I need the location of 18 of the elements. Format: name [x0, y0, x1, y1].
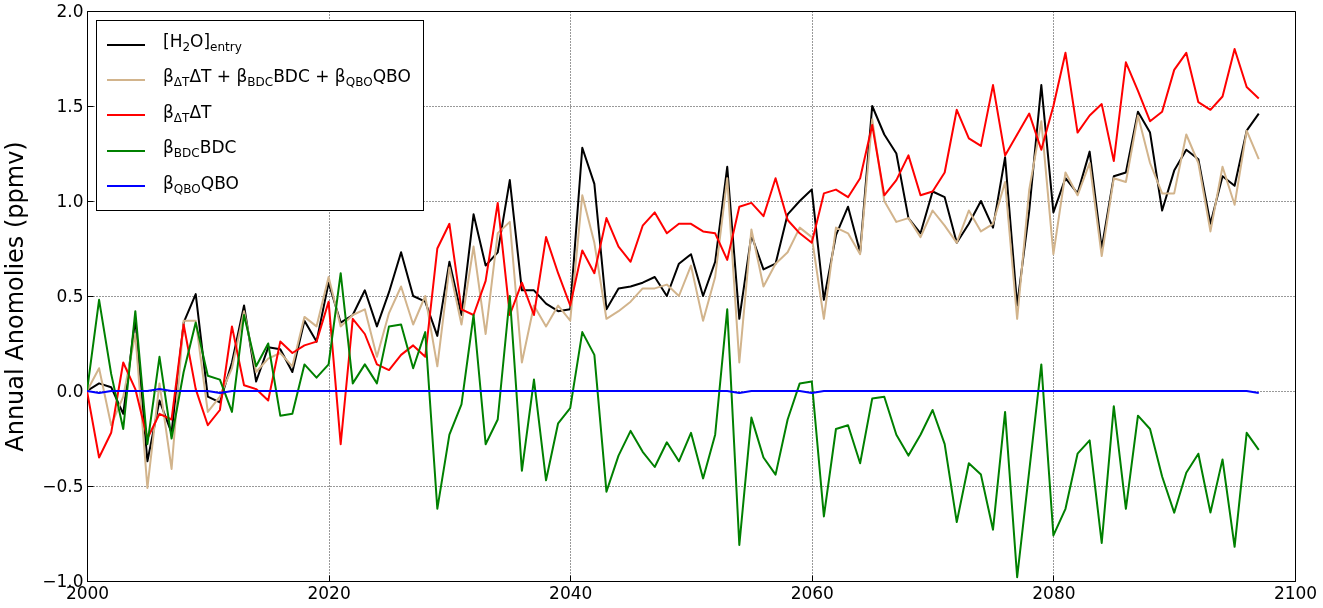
y-tick-label: 1.0: [56, 190, 84, 211]
y-tick-label: −0.5: [42, 475, 84, 496]
legend-label: β$_{ΔT}$ΔT + β$_{BDC}$BDC + β$_{QBO}$QBO: [163, 65, 411, 92]
y-tick-label: 0.5: [56, 285, 84, 306]
x-tick-label: 2100: [1273, 582, 1318, 603]
y-tick-label: 1.5: [56, 95, 84, 116]
x-tick-label: 2020: [307, 582, 351, 603]
x-tick-label: 2060: [790, 582, 834, 603]
x-tick-label: 2080: [1032, 582, 1076, 603]
legend-label: β$_{BDC}$BDC: [163, 136, 237, 163]
x-tick-label: 2040: [549, 582, 593, 603]
legend-label: β$_{QBO}$QBO: [163, 171, 239, 198]
legend-label: [H$_{2}$O]$_{entry}$: [163, 30, 242, 57]
y-tick-label: 0.0: [56, 380, 84, 401]
y-tick-label: 2.0: [56, 0, 84, 21]
line-series: [87, 272, 1260, 579]
legend-label: β$_{ΔT}$ΔT: [163, 100, 212, 128]
y-axis-title: Annual Anomolies (ppmv): [1, 141, 30, 452]
